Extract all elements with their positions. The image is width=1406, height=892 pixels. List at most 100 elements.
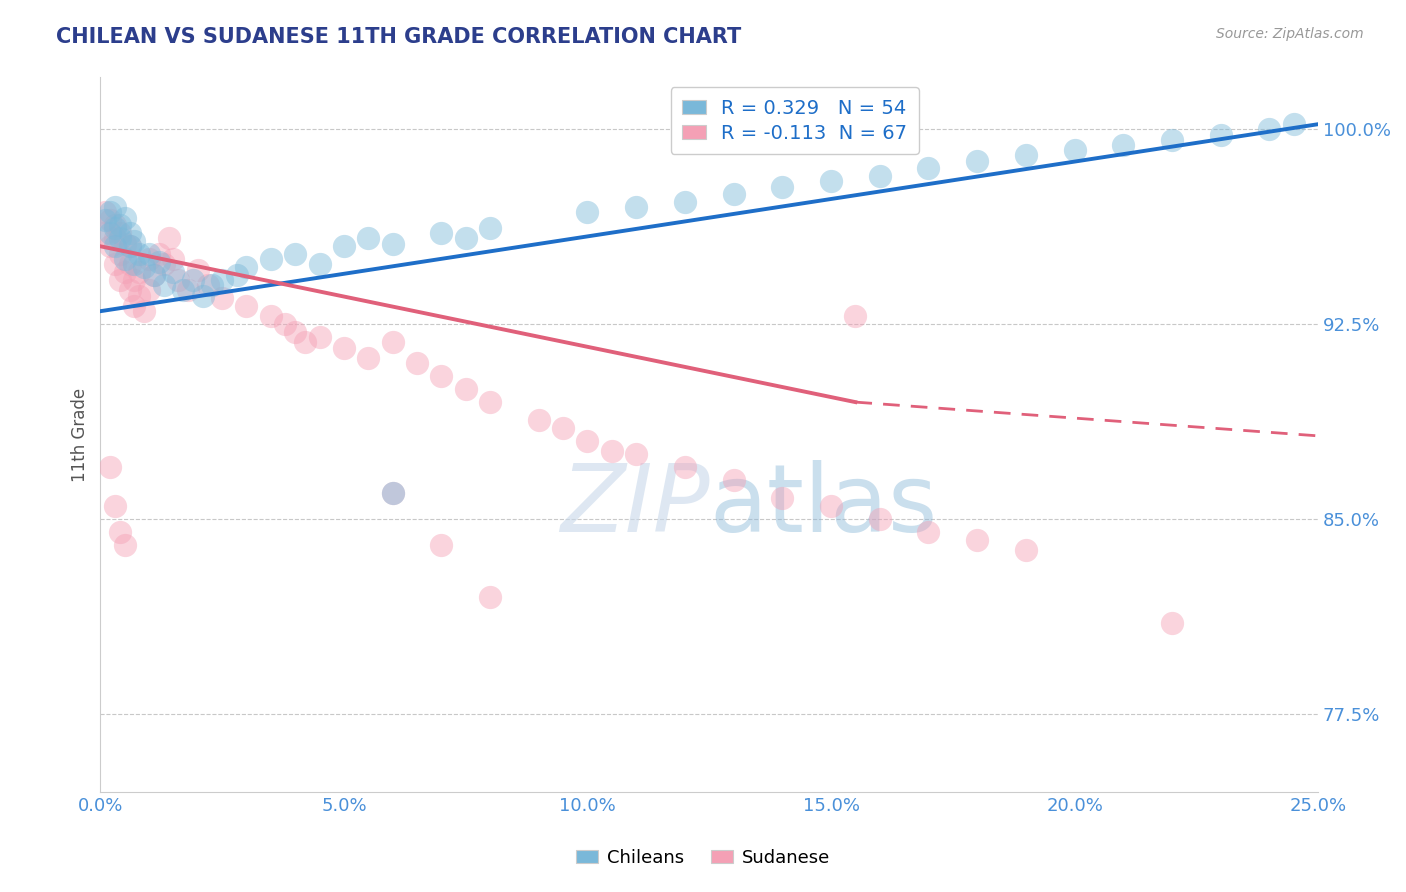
Point (172, 284, 194, 298)
Point (576, 205, 599, 219)
Point (673, 460, 696, 475)
Point (191, 288, 214, 302)
Point (104, 221, 127, 235)
Point (162, 252, 184, 267)
Point (124, 257, 146, 271)
Point (118, 257, 141, 271)
Point (114, 211, 136, 225)
Point (142, 268, 165, 282)
Point (128, 247, 150, 261)
Point (260, 252, 283, 267)
Point (381, 236, 404, 251)
Point (167, 273, 190, 287)
Point (104, 239, 127, 253)
Point (381, 335, 404, 350)
Point (201, 278, 224, 293)
Point (260, 310, 283, 324)
Point (357, 231, 380, 245)
Point (187, 262, 209, 277)
Point (553, 421, 575, 435)
Point (235, 299, 257, 313)
Point (94, 213, 117, 227)
Point (869, 169, 891, 183)
Point (624, 447, 647, 461)
Point (527, 413, 550, 427)
Point (673, 195, 696, 210)
Point (152, 278, 174, 293)
Text: Source: ZipAtlas.com: Source: ZipAtlas.com (1216, 27, 1364, 41)
Point (94, 227, 117, 241)
Point (381, 486, 404, 500)
Point (148, 255, 170, 269)
Point (211, 273, 233, 287)
Point (1063, 143, 1085, 157)
Point (235, 260, 257, 274)
Point (104, 200, 127, 214)
Point (844, 310, 866, 324)
Point (600, 444, 623, 458)
Legend: Chileans, Sudanese: Chileans, Sudanese (569, 842, 837, 874)
Point (723, 473, 745, 487)
Point (1161, 615, 1184, 630)
Point (479, 395, 502, 409)
Point (820, 499, 842, 513)
Point (94, 205, 117, 219)
Point (1112, 138, 1135, 153)
Point (966, 153, 988, 168)
Point (114, 252, 136, 267)
Point (770, 491, 793, 506)
Point (114, 538, 136, 552)
Point (284, 325, 307, 339)
Point (225, 268, 247, 282)
Point (124, 299, 146, 313)
Point (1161, 133, 1184, 147)
Point (357, 351, 380, 365)
Point (108, 231, 131, 245)
Point (308, 330, 330, 344)
Point (104, 219, 127, 233)
Point (274, 317, 297, 331)
Point (454, 382, 477, 396)
Point (142, 268, 165, 282)
Point (333, 341, 356, 355)
Point (624, 200, 647, 214)
Point (294, 335, 316, 350)
Text: atlas: atlas (709, 460, 938, 552)
Point (108, 219, 131, 233)
Point (138, 284, 160, 298)
Point (284, 247, 307, 261)
Point (430, 369, 453, 384)
Legend: R = 0.329   N = 54, R = -0.113  N = 67: R = 0.329 N = 54, R = -0.113 N = 67 (671, 87, 918, 154)
Point (134, 260, 156, 274)
Text: CHILEAN VS SUDANESE 11TH GRADE CORRELATION CHART: CHILEAN VS SUDANESE 11TH GRADE CORRELATI… (56, 27, 741, 46)
Point (108, 247, 131, 261)
Point (124, 234, 146, 248)
Point (118, 227, 141, 241)
Point (124, 273, 146, 287)
Point (479, 221, 502, 235)
Point (430, 227, 453, 241)
Point (108, 227, 131, 241)
Point (454, 231, 477, 245)
Point (104, 231, 127, 245)
Point (104, 257, 127, 271)
Point (104, 499, 127, 513)
Point (479, 590, 502, 604)
Point (138, 247, 160, 261)
Point (1015, 543, 1038, 558)
Point (308, 257, 330, 271)
Y-axis label: 11th Grade: 11th Grade (72, 387, 89, 482)
Point (917, 524, 939, 539)
Point (820, 174, 842, 188)
Point (128, 265, 150, 279)
Point (966, 533, 988, 547)
Point (98, 239, 121, 253)
Point (108, 524, 131, 539)
Point (723, 187, 745, 202)
Point (177, 284, 200, 298)
Point (118, 284, 141, 298)
Point (1282, 117, 1305, 131)
Point (134, 304, 156, 318)
Point (197, 278, 219, 293)
Point (108, 273, 131, 287)
